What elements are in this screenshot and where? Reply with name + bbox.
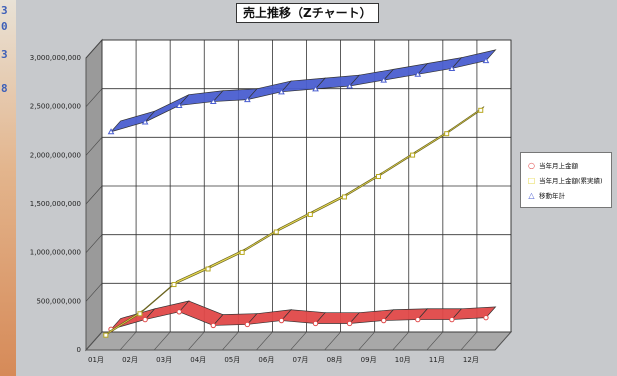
legend-label: 当年月上金額: [539, 162, 578, 170]
data-point: [210, 322, 216, 329]
data-point: [137, 311, 143, 317]
h-gridline-side: [85, 283, 103, 302]
floor-gridline: [85, 331, 103, 351]
data-point: [244, 321, 251, 328]
y-tick-label: 2,500,000,000: [30, 103, 81, 111]
h-gridline-side: [85, 185, 103, 205]
h-gridline-side: [85, 39, 103, 59]
series-segment: [446, 106, 485, 134]
legend-item: □ 当年月上金額(累実績): [527, 176, 603, 186]
data-point: [414, 70, 422, 77]
y-axis-ticks: 3,000,000,000 2,500,000,000 2,000,000,000 1…: [30, 54, 81, 354]
legend-label: 当年月上金額(累実績): [539, 177, 603, 185]
data-point: [444, 131, 450, 137]
data-point: [141, 118, 149, 125]
floor-gridline: [460, 331, 478, 351]
chart-title: 売上推移（Zチャート）: [236, 3, 379, 23]
chart-legend: ○ 当年月上金額 □ 当年月上金額(累実績) △ 移動年計: [520, 152, 612, 208]
data-point: [410, 152, 416, 158]
x-tick-label: 08月: [327, 356, 343, 364]
data-point: [448, 64, 456, 71]
data-point: [483, 314, 489, 321]
h-gridline-side: [85, 234, 103, 253]
h-gridline-side: [85, 137, 103, 156]
data-point: [341, 194, 347, 200]
data-point: [175, 101, 183, 108]
data-point: [415, 316, 421, 323]
data-point: [346, 82, 353, 89]
legend-item: ○ 当年月上金額: [527, 161, 578, 171]
x-tick-label: 10月: [395, 356, 411, 364]
floor-gridline: [324, 331, 341, 351]
series-3: [107, 49, 497, 135]
left-strip-mark: 3: [1, 48, 8, 61]
data-point: [278, 317, 285, 324]
floor-gridline: [222, 331, 239, 351]
data-point: [239, 249, 245, 255]
legend-item: △ 移動年計: [527, 191, 565, 201]
x-tick-label: 09月: [361, 356, 377, 364]
data-point: [244, 96, 251, 103]
y-tick-label: 0: [77, 346, 81, 354]
x-tick-label: 12月: [463, 356, 479, 364]
left-strip-mark: 0: [1, 20, 8, 33]
x-tick-label: 06月: [258, 356, 274, 364]
data-point: [176, 309, 182, 315]
chart-series: [103, 49, 497, 338]
floor-gridline: [358, 331, 375, 351]
x-tick-label: 01月: [88, 356, 104, 364]
h-gridline-side: [85, 88, 103, 107]
floor-gridline: [188, 331, 205, 351]
data-point: [205, 266, 211, 272]
data-point: [273, 229, 279, 235]
floor-gridline: [426, 331, 444, 351]
x-tick-label: 03月: [156, 356, 172, 364]
floor-gridline: [494, 331, 512, 351]
floor-gridline: [392, 331, 409, 351]
data-point: [307, 211, 313, 217]
data-point: [312, 85, 319, 92]
legend-marker-icon: ○: [528, 161, 535, 170]
series-2: [103, 106, 485, 338]
data-point: [376, 174, 382, 180]
y-tick-label: 1,500,000,000: [30, 200, 81, 208]
y-tick-label: 1,000,000,000: [30, 249, 81, 257]
legend-label: 移動年計: [539, 192, 565, 200]
data-point: [312, 320, 319, 327]
legend-marker-icon: △: [528, 191, 535, 200]
x-tick-label: 04月: [190, 356, 206, 364]
data-point: [478, 107, 484, 113]
left-strip-mark: 3: [1, 4, 8, 17]
floor-gridline: [256, 331, 273, 351]
data-point: [209, 98, 217, 105]
x-tick-label: 02月: [122, 356, 138, 364]
data-point: [103, 332, 109, 338]
x-tick-label: 07月: [293, 356, 309, 364]
y-tick-label: 500,000,000: [36, 297, 81, 305]
left-strip-mark: 8: [1, 82, 8, 95]
data-point: [107, 128, 115, 135]
data-point: [449, 316, 455, 323]
data-point: [346, 320, 353, 327]
data-point: [142, 316, 148, 323]
data-point: [171, 282, 177, 288]
data-point: [380, 76, 388, 83]
floor-gridline: [119, 331, 137, 351]
left-window-strip: 3 0 3 8: [0, 0, 16, 376]
data-point: [482, 57, 490, 64]
y-tick-label: 3,000,000,000: [30, 54, 81, 62]
floor-gridline: [153, 331, 171, 351]
series-segment: [450, 49, 497, 70]
x-tick-label: 05月: [224, 356, 240, 364]
x-tick-label: 11月: [429, 356, 445, 364]
data-point: [278, 88, 285, 95]
y-tick-label: 2,000,000,000: [30, 151, 81, 159]
data-point: [381, 317, 387, 324]
x-axis-ticks: 01月 02月 03月 04月 05月 06月 07月 08月 09月 10月 11月 12月: [88, 356, 479, 364]
floor-gridline: [290, 331, 307, 351]
legend-marker-icon: □: [527, 176, 536, 185]
